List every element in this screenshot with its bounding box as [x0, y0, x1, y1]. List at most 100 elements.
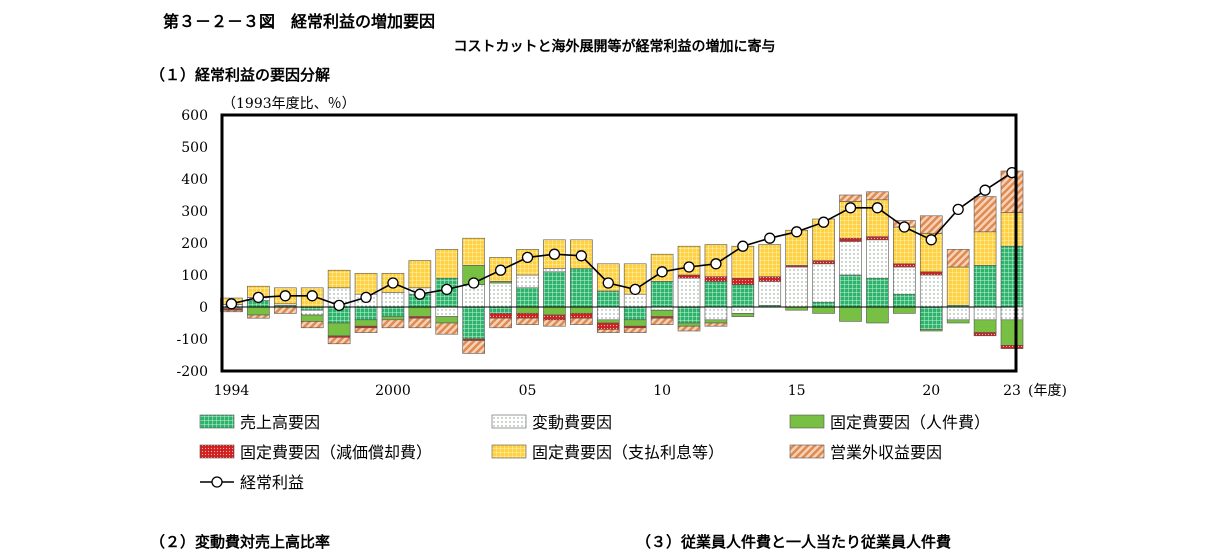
bar-segment-5 [300, 321, 324, 329]
bar-segment-2 [435, 316, 459, 324]
bar-segment-3 [677, 274, 701, 279]
y-tick-label: 200 [181, 236, 208, 252]
profit-point [521, 251, 534, 264]
bar-segment-5 [596, 329, 620, 333]
bar-segment-2 [327, 322, 351, 337]
bar-segment-2 [704, 319, 728, 324]
bar-segment-0 [381, 306, 405, 317]
profit-point [629, 283, 641, 296]
y-tick-label: 0 [199, 300, 208, 316]
bar-segment-1 [946, 306, 970, 321]
legend-marker [211, 476, 223, 488]
bar-segment-4 [462, 237, 485, 266]
bar-segment-2 [973, 319, 997, 333]
bar-segment-4 [973, 231, 997, 266]
profit-point [602, 277, 614, 289]
profit-point [979, 184, 991, 196]
x-unit-label: (年度) [1028, 383, 1067, 399]
bar-segment-3 [489, 313, 512, 319]
y-tick-label: 600 [181, 108, 208, 124]
bar-segment-1 [1000, 306, 1024, 321]
y-unit-label: （1993年度比、％） [222, 96, 356, 112]
bar-segment-5 [516, 317, 539, 325]
profit-point [871, 202, 884, 214]
bar-segment-2 [677, 322, 701, 327]
bar-segment-3 [704, 276, 728, 282]
profit-point [468, 277, 480, 289]
bar-segment-2 [839, 306, 862, 322]
bar-segment-3 [812, 260, 835, 265]
bar-segment-4 [408, 260, 432, 289]
bar-segment-1 [596, 306, 620, 321]
legend-swatch-4 [491, 444, 527, 459]
bar-segment-0 [623, 306, 647, 321]
bar-segment-0 [1000, 245, 1024, 308]
bar-segment-5 [489, 317, 512, 329]
bar-segment-0 [731, 284, 755, 308]
bar-segment-2 [570, 306, 593, 314]
bar-segment-1 [973, 306, 997, 321]
profit-point [683, 261, 695, 273]
bar-segment-0 [596, 290, 620, 308]
bar-segment-2 [300, 314, 324, 322]
bar-segment-4 [1000, 212, 1024, 247]
bar-segment-4 [946, 266, 970, 306]
legend-swatch-2 [789, 414, 825, 429]
section-1-title: （１）経常利益の要因分解 [150, 66, 331, 84]
bar-segment-5 [839, 194, 862, 202]
profit-point [764, 232, 776, 244]
x-tick-label: 23 [1003, 383, 1021, 399]
legend-swatch-5 [789, 444, 825, 459]
legend-label: 固定費要因（支払利息等） [532, 443, 724, 462]
bar-segment-5 [354, 327, 378, 333]
bar-segment-1 [381, 292, 405, 308]
bar-segment-5 [623, 327, 647, 333]
profit-point [414, 288, 426, 300]
bar-segment-0 [866, 277, 889, 308]
bar-segment-1 [785, 266, 808, 308]
profit-point [710, 258, 722, 270]
plot-frame [220, 113, 1018, 373]
bar-segment-0 [354, 306, 378, 321]
section-2-title: （２）変動費対売上高比率 [150, 533, 331, 551]
bar-segment-1 [758, 281, 782, 306]
bar-segment-2 [381, 316, 405, 321]
bar-segment-5 [462, 340, 485, 354]
bar-segment-0 [650, 281, 674, 308]
bar-segment-4 [354, 273, 378, 295]
bar-segment-5 [273, 306, 297, 314]
profit-point [791, 226, 803, 238]
legend-label: 固定費要因（人件費） [830, 413, 990, 432]
profit-point [656, 266, 668, 278]
bar-segment-1 [893, 266, 916, 295]
profit-point [737, 240, 749, 252]
bar-segment-1 [677, 277, 701, 308]
bar-segment-3 [919, 271, 943, 276]
bar-segment-1 [731, 306, 755, 314]
bar-segment-2 [866, 306, 889, 324]
bar-segment-5 [220, 309, 243, 313]
bar-segment-2 [731, 313, 755, 317]
bar-segment-2 [650, 309, 674, 317]
bar-segment-1 [543, 268, 566, 273]
bar-segment-5 [946, 249, 970, 268]
bar-segment-3 [973, 332, 997, 337]
bar-segment-5 [570, 317, 593, 325]
section-3-title: （３）従業員人件費と一人当たり従業員人件費 [636, 533, 952, 551]
bar-segment-1 [489, 282, 512, 308]
bar-segment-0 [919, 306, 943, 330]
bar-segment-0 [839, 274, 862, 308]
bar-segment-5 [973, 196, 997, 233]
bar-segment-3 [893, 263, 916, 268]
x-tick-label: 20 [922, 383, 940, 399]
bar-segment-2 [812, 306, 835, 314]
profit-point [548, 248, 561, 260]
bar-segment-0 [570, 268, 593, 308]
bar-segment-0 [812, 301, 835, 308]
x-tick-label: 2000 [375, 383, 411, 399]
profit-point [360, 291, 372, 304]
bar-segment-0 [704, 281, 728, 308]
legend-swatch-3 [199, 444, 235, 459]
bar-segment-3 [1000, 345, 1024, 349]
bar-segment-2 [596, 319, 620, 324]
